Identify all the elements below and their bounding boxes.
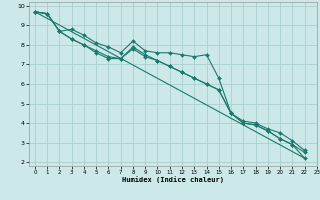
X-axis label: Humidex (Indice chaleur): Humidex (Indice chaleur) — [122, 177, 224, 183]
